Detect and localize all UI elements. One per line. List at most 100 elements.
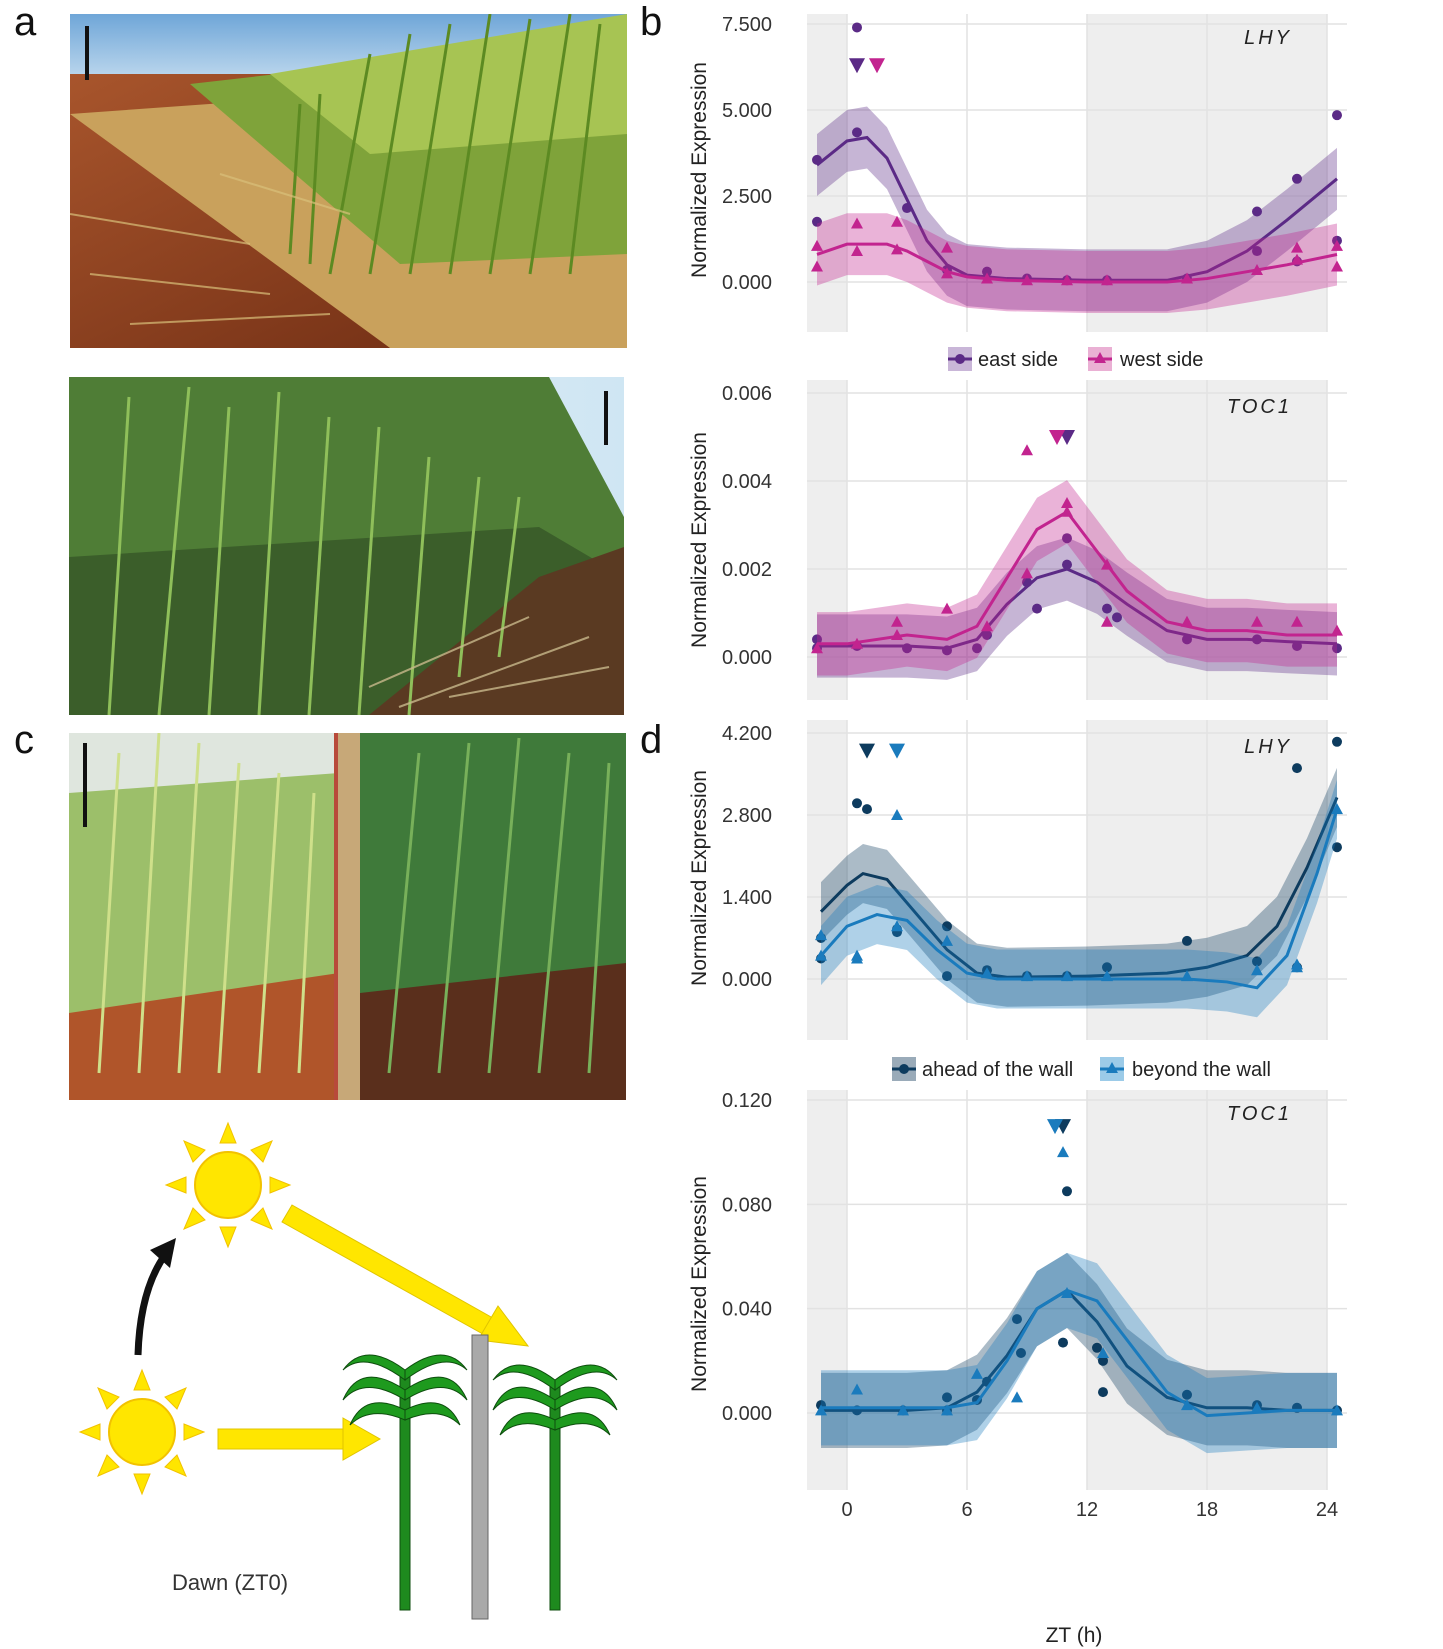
chart-title: LHY [1244, 736, 1292, 758]
data-point [1331, 1404, 1343, 1416]
data-point [1291, 253, 1303, 265]
fit-line [819, 796, 1339, 979]
x-tick-label: 24 [1316, 1499, 1338, 1521]
data-point [1057, 1146, 1069, 1158]
data-point [891, 215, 903, 227]
series-beyond-the-wall [815, 743, 1343, 1018]
data-point [1021, 970, 1033, 982]
data-point [1022, 577, 1032, 588]
chart-b-lhy: 0.000 2.500 5.000 7.500 LHY [722, 14, 1347, 332]
data-point [981, 272, 993, 284]
photo-west-side [69, 377, 624, 715]
data-point [891, 629, 903, 640]
data-point [1251, 964, 1263, 976]
data-point [941, 602, 953, 614]
data-point [851, 245, 863, 257]
panel-letter-d: d [640, 718, 663, 762]
sun-wall-diagram: Dawn (ZT0) [78, 1121, 618, 1620]
y-tick-label: 0.002 [722, 559, 772, 581]
legend-beyond-label: beyond the wall [1132, 1059, 1271, 1081]
data-point [1102, 962, 1112, 973]
data-point [815, 949, 827, 961]
peak-marker [889, 743, 905, 759]
data-point [851, 1383, 863, 1395]
ylabel-d-toc1: Normalized Expression [688, 1176, 711, 1392]
data-point [1331, 239, 1343, 251]
data-point [941, 241, 953, 253]
confidence-band [817, 537, 1337, 680]
data-point [851, 952, 863, 964]
x-tick-label: 0 [841, 1499, 852, 1521]
data-point [981, 967, 993, 979]
data-point [1332, 736, 1342, 747]
y-tick-label: 0.040 [722, 1299, 772, 1321]
data-point [1021, 274, 1033, 286]
data-point [1331, 624, 1343, 636]
legend-east-label: east side [978, 349, 1058, 371]
data-point [941, 267, 953, 279]
data-point [981, 620, 993, 632]
chart-title: LHY [1244, 27, 1292, 49]
data-point [1061, 274, 1073, 286]
data-point [942, 645, 952, 656]
data-point [1292, 763, 1302, 774]
data-point [1181, 272, 1193, 284]
data-point [1097, 1347, 1109, 1359]
data-point [1181, 615, 1193, 627]
confidence-band [821, 1252, 1337, 1454]
data-point [852, 127, 862, 138]
y-tick-label: 0.000 [722, 272, 772, 294]
x-tick-label: 12 [1076, 1499, 1098, 1521]
data-point [1062, 559, 1072, 570]
data-point [1181, 970, 1193, 982]
night-shade [807, 1090, 847, 1490]
data-point [1291, 961, 1303, 973]
data-point [891, 243, 903, 255]
series-beyond-the-wall [815, 1119, 1343, 1454]
y-tick-label: 0.000 [722, 647, 772, 669]
data-point [1182, 634, 1192, 645]
y-tick-label: 5.000 [722, 100, 772, 122]
data-point [851, 637, 863, 649]
data-point [811, 642, 823, 654]
data-point [891, 920, 903, 932]
plant-right-icon [492, 1364, 618, 1611]
fit-line [819, 808, 1339, 990]
data-point [1021, 444, 1033, 456]
peak-marker [1049, 430, 1065, 445]
data-point [1058, 1337, 1068, 1348]
data-point [1101, 970, 1113, 982]
plant-left-icon [342, 1354, 468, 1611]
ylabel-d-lhy: Normalized Expression [688, 770, 711, 986]
data-point [1182, 935, 1192, 946]
data-point [1292, 173, 1302, 184]
peak-marker [1047, 1119, 1063, 1135]
data-point [891, 615, 903, 627]
data-point [812, 154, 822, 165]
data-point [1101, 274, 1113, 286]
data-point [941, 1404, 953, 1416]
data-point [811, 239, 823, 251]
confidence-band [817, 213, 1337, 313]
data-point [1061, 1287, 1073, 1299]
data-point [815, 929, 827, 941]
data-point [971, 1367, 983, 1379]
data-point [1092, 1342, 1102, 1353]
panel-letter-b: b [640, 0, 663, 44]
confidence-band [817, 106, 1337, 312]
data-point [902, 643, 912, 654]
data-point [812, 216, 822, 227]
data-point [852, 798, 862, 809]
data-point [1011, 1391, 1023, 1403]
y-tick-label: 7.500 [722, 14, 772, 36]
sun-path-arrow-icon [134, 1238, 176, 1356]
peak-marker [849, 58, 865, 74]
y-tick-label: 0.004 [722, 471, 772, 493]
diagonal-light-arrow-icon [281, 1204, 530, 1347]
photo-west-side-illustration [69, 377, 624, 715]
night-shade [807, 720, 847, 1040]
confidence-band [821, 767, 1337, 1007]
data-point [1021, 567, 1033, 579]
peak-marker [859, 743, 875, 759]
data-point [1331, 803, 1343, 815]
